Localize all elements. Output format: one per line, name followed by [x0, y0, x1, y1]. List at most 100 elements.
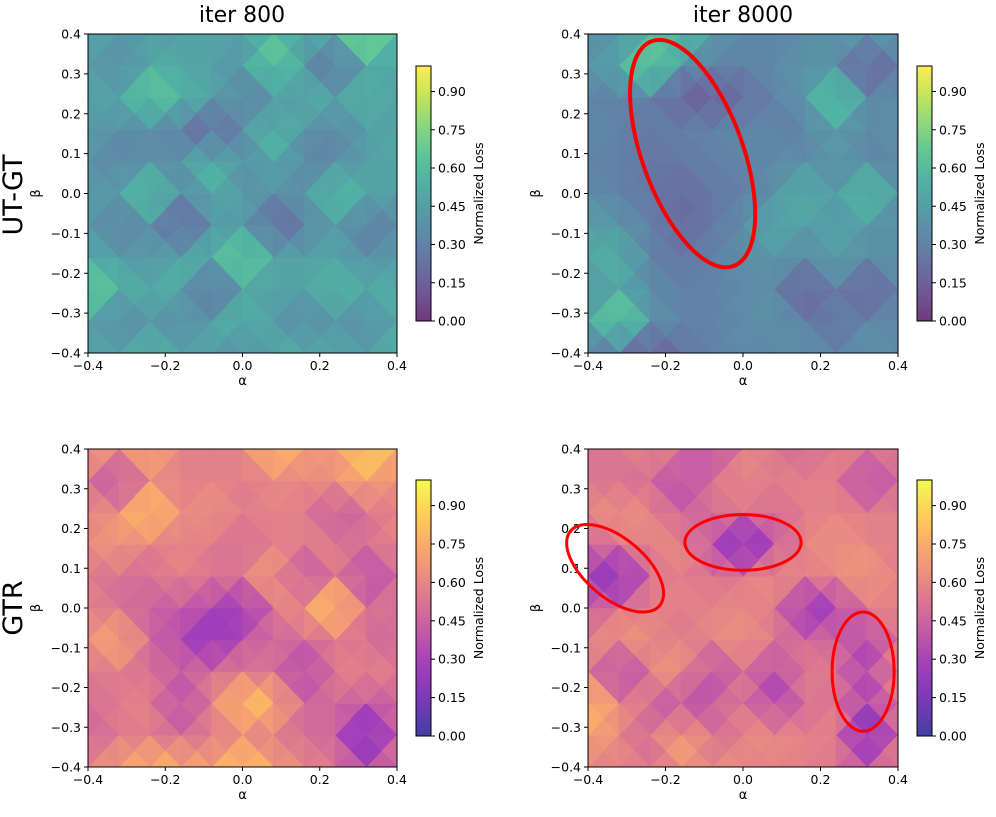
heatmap-cell: [273, 33, 290, 67]
heatmap-cell: [242, 575, 259, 609]
y-tick-label: 0.4: [61, 442, 81, 457]
y-tick-label: 0.1: [61, 561, 81, 576]
heatmap-cell: [649, 128, 666, 163]
heatmap-cell: [242, 702, 259, 736]
heatmap-cell: [742, 511, 759, 546]
heatmap-cell: [273, 448, 290, 482]
heatmap-cell: [334, 33, 352, 67]
heatmap-cell: [118, 224, 135, 259]
x-tick-label: 0.0: [233, 358, 253, 373]
heatmap-cell: [680, 480, 697, 514]
heatmap-cell: [742, 97, 759, 131]
heatmap-cell: [742, 702, 759, 736]
heatmap-cell: [303, 734, 321, 768]
heatmap-cell: [649, 734, 666, 768]
heatmap-cell: [835, 448, 852, 482]
colorbar-tick-label: 0.45: [939, 613, 967, 628]
heatmap-cell: [365, 670, 382, 705]
heatmap-cell: [365, 702, 382, 736]
heatmap-cell: [835, 320, 852, 354]
y-tick-label: −0.3: [51, 720, 81, 735]
heatmap-cell: [835, 160, 852, 195]
column-title-iter-8000: iter 8000: [693, 3, 793, 28]
y-tick-label: 0.1: [561, 561, 581, 576]
heatmap-cell: [303, 480, 321, 514]
heatmap-cell: [211, 511, 228, 546]
heatmap-cell: [334, 160, 352, 195]
y-tick-label: −0.2: [551, 266, 581, 281]
x-tick-label: −0.4: [573, 358, 603, 373]
heatmap-cell: [866, 734, 883, 768]
heatmap-cell: [680, 128, 697, 163]
heatmap-cell: [242, 65, 259, 99]
heatmap-cell: [711, 639, 728, 673]
y-axis-label: β: [529, 604, 544, 612]
heatmap-cell: [365, 128, 382, 163]
heatmap-cell: [180, 128, 197, 163]
heatmap-cell: [149, 607, 166, 641]
heatmap-cell: [149, 320, 166, 354]
heatmap-cell: [334, 543, 352, 577]
heatmap-cell: [866, 448, 883, 482]
heatmap-cell: [211, 160, 228, 195]
heatmap-cell: [118, 511, 135, 546]
heatmap-cell: [211, 320, 228, 354]
heatmap-cell: [303, 670, 321, 705]
heatmap-cell: [303, 128, 321, 163]
heatmap-cell: [334, 702, 352, 736]
heatmap-cell: [365, 480, 382, 514]
heatmap-cell: [866, 97, 883, 131]
heatmap-cell: [303, 65, 321, 99]
x-tick-label: 0.2: [310, 358, 330, 373]
heatmap-cell: [303, 192, 321, 227]
heatmap-cell: [242, 33, 259, 67]
heatmap-cell: [303, 160, 321, 195]
heatmap-cell: [303, 224, 321, 259]
y-tick-label: −0.1: [51, 226, 81, 241]
x-tick-label: 0.4: [387, 358, 407, 373]
heatmap-cell: [649, 639, 666, 673]
heatmap-cell: [835, 256, 852, 290]
heatmap-cell: [334, 320, 352, 354]
heatmap-cell: [149, 33, 166, 67]
heatmap-cell: [773, 480, 790, 514]
heatmap-cell: [680, 734, 697, 768]
heatmap-cell: [618, 702, 635, 736]
highlight-ellipse: [830, 610, 896, 733]
heatmap-cell: [118, 33, 135, 67]
heatmap-cell: [866, 575, 883, 609]
heatmap-cell: [773, 288, 790, 322]
y-tick-label: −0.2: [51, 266, 81, 281]
heatmap-cells: [587, 33, 899, 354]
heatmap-cell: [303, 639, 321, 673]
heatmap-cell: [211, 65, 228, 99]
x-tick-label: 0.2: [811, 772, 831, 787]
heatmap-cell: [804, 543, 821, 577]
highlight-ellipse: [565, 522, 666, 614]
heatmap-cell: [365, 33, 382, 67]
heatmap-cell: [835, 543, 852, 577]
heatmap-cell: [618, 734, 635, 768]
heatmap-cell: [303, 702, 321, 736]
heatmap-cell: [334, 128, 352, 163]
heatmap-cell: [804, 97, 821, 131]
y-tick-label: 0.0: [61, 601, 81, 616]
heatmap-cell: [773, 607, 790, 641]
y-tick-label: 0.3: [561, 481, 581, 496]
heatmap-cell: [773, 224, 790, 259]
heatmap-cell: [742, 575, 759, 609]
heatmap-cell: [334, 224, 352, 259]
heatmap-cell: [334, 65, 352, 99]
heatmap-cell: [835, 128, 852, 163]
heatmap-cell: [680, 702, 697, 736]
colorbar-tick-label: 0.30: [939, 237, 967, 252]
heatmap-cell: [680, 256, 697, 290]
heatmap-cell: [149, 65, 166, 99]
heatmap-cell: [711, 33, 728, 67]
heatmap-cell: [618, 128, 635, 163]
heatmap-cell: [711, 511, 728, 546]
heatmap-cell: [211, 288, 228, 322]
heatmap-cell: [211, 256, 228, 290]
heatmap-cell: [711, 702, 728, 736]
